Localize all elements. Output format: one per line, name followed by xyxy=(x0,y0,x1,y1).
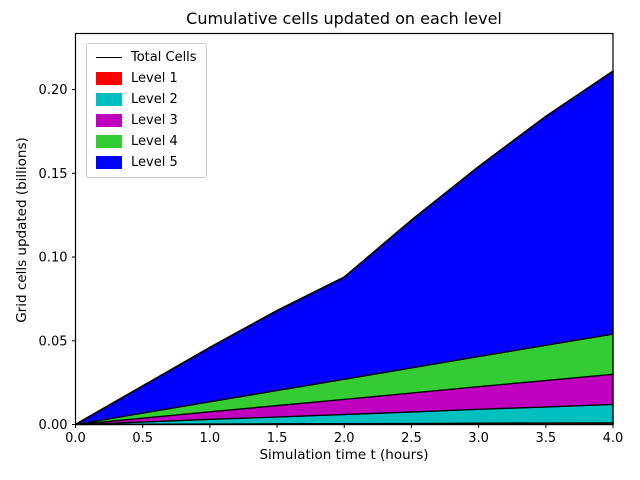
legend: Total Cells Level 1 Level 2 Level 3 Level 4 L… xyxy=(86,43,207,178)
legend-item-level-2: Level 2 xyxy=(96,93,197,107)
y-tick-label: 0.00 xyxy=(39,418,68,433)
x-tick-label: 3.0 xyxy=(468,431,489,446)
legend-label: Level 3 xyxy=(131,113,178,128)
total-cells-line xyxy=(75,70,614,426)
x-tick-label: 0.0 xyxy=(65,431,86,446)
y-tick-label: 0.15 xyxy=(39,167,68,182)
legend-label: Level 2 xyxy=(131,92,178,107)
legend-label: Level 5 xyxy=(131,155,178,170)
legend-item-total-cells: Total Cells xyxy=(96,51,197,65)
x-axis-label: Simulation time t (hours) xyxy=(259,447,429,463)
legend-label: Total Cells xyxy=(131,50,197,65)
legend-color-swatch xyxy=(96,114,122,128)
x-tick-label: 2.0 xyxy=(334,431,355,446)
x-tick-label: 0.5 xyxy=(132,431,153,446)
legend-color-swatch xyxy=(96,156,122,170)
legend-color-swatch xyxy=(96,93,122,107)
legend-item-level-4: Level 4 xyxy=(96,135,197,149)
y-axis-label: Grid cells updated (billions) xyxy=(14,137,30,323)
x-axis: 0.0 0.5 1.0 1.5 2.0 2.5 3.0 3.5 4.0 xyxy=(65,424,624,446)
y-tick-label: 0.10 xyxy=(39,251,68,266)
chart-title: Cumulative cells updated on each level xyxy=(186,9,502,28)
legend-item-level-1: Level 1 xyxy=(96,72,197,86)
legend-label: Level 4 xyxy=(131,134,178,149)
legend-color-swatch xyxy=(96,135,122,149)
x-tick-label: 1.5 xyxy=(267,431,288,446)
x-tick-label: 3.5 xyxy=(535,431,556,446)
x-tick-label: 4.0 xyxy=(603,431,624,446)
legend-color-swatch xyxy=(96,72,122,86)
legend-line-swatch xyxy=(96,57,122,59)
x-tick-label: 1.0 xyxy=(200,431,221,446)
legend-item-level-5: Level 5 xyxy=(96,156,197,170)
x-tick-label: 2.5 xyxy=(401,431,422,446)
y-tick-label: 0.05 xyxy=(39,334,68,349)
legend-item-level-3: Level 3 xyxy=(96,114,197,128)
y-tick-label: 0.20 xyxy=(39,83,68,98)
legend-label: Level 1 xyxy=(131,71,178,86)
y-axis: 0.00 0.05 0.10 0.15 0.20 xyxy=(39,83,76,433)
